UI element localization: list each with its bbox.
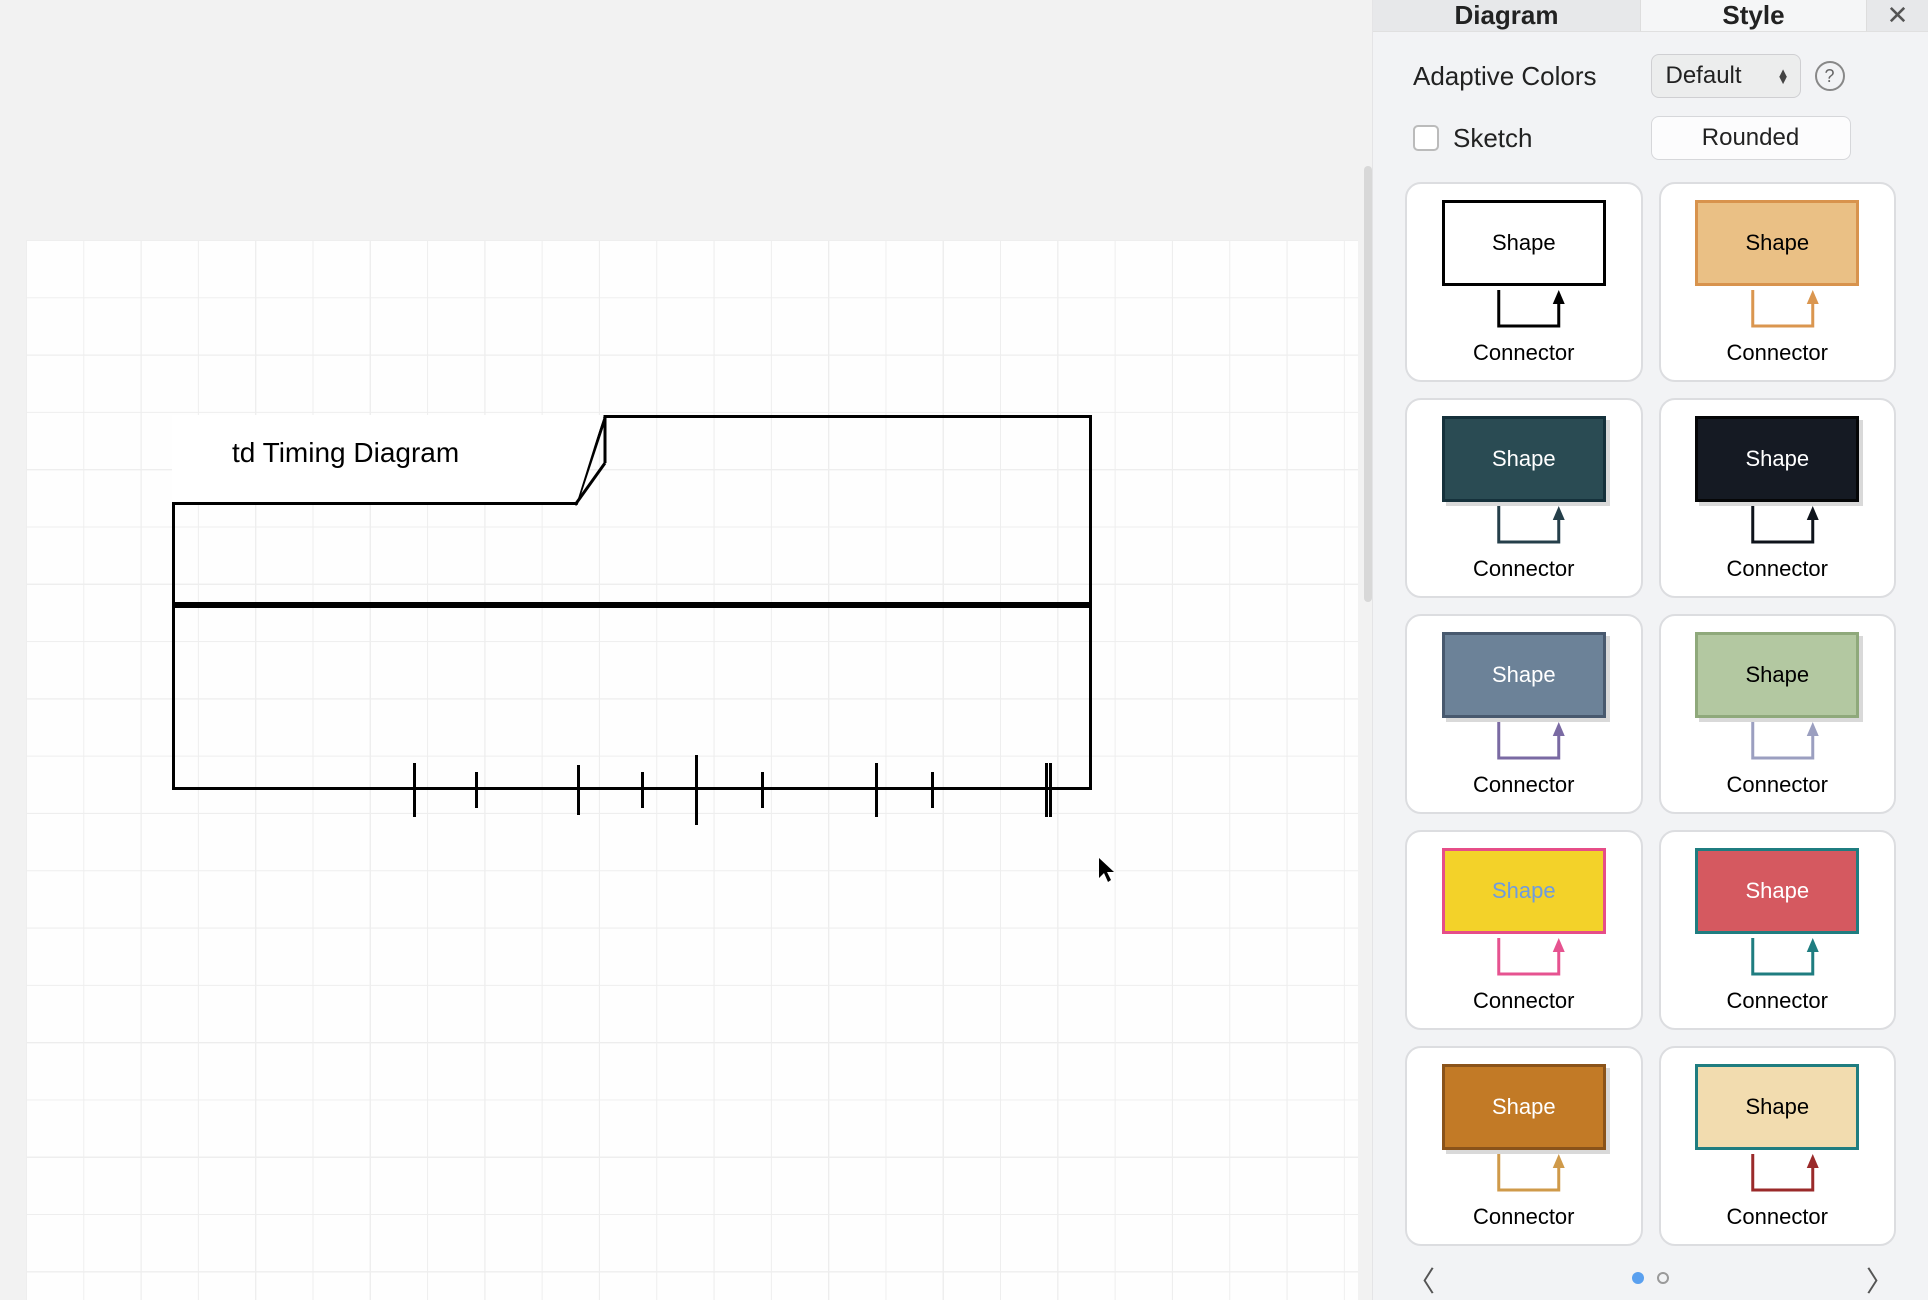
adaptive-colors-label: Adaptive Colors [1413,61,1651,92]
pager-dot-1[interactable] [1632,1272,1644,1284]
tick [577,765,580,815]
frame-midline [175,602,1089,608]
pager-dot-2[interactable] [1657,1272,1669,1284]
sketch-label: Sketch [1453,123,1533,154]
style-preset-4[interactable]: Shape Connector [1659,398,1897,598]
preset-connector [1661,718,1895,772]
frame-title-diagonal [576,415,606,505]
style-preset-2[interactable]: Shape Connector [1659,182,1897,382]
preset-connector [1407,502,1641,556]
timing-diagram-frame[interactable]: td Timing Diagram [172,415,1092,790]
tick [931,772,934,808]
pager-next-button[interactable]: 〉 [1866,1260,1894,1300]
tab-style[interactable]: Style [1641,0,1866,32]
frame-title-tab: td Timing Diagram [172,415,576,505]
tick [875,763,878,817]
canvas-pane[interactable]: td Timing Diagram [0,0,1372,1300]
preset-connector [1661,934,1895,988]
rounded-button[interactable]: Rounded [1651,116,1851,160]
canvas-scrollbar[interactable] [1364,166,1372,602]
close-panel-button[interactable]: ✕ [1866,0,1928,32]
tick [1045,763,1048,817]
style-presets-grid: Shape Connector Shape Connector Shape Connect… [1373,170,1928,1246]
pager-prev-button[interactable]: 〈 [1407,1260,1435,1300]
sketch-checkbox[interactable] [1413,125,1439,151]
preset-shape: Shape [1695,1064,1859,1150]
preset-connector-label: Connector [1473,556,1575,582]
style-preset-5[interactable]: Shape Connector [1405,614,1643,814]
preset-connector-label: Connector [1726,340,1828,366]
preset-connector [1661,286,1895,340]
preset-shape: Shape [1442,848,1606,934]
tick [641,772,644,808]
preset-connector [1407,1150,1641,1204]
pager-dots [1628,1271,1672,1289]
tab-diagram[interactable]: Diagram [1373,0,1641,32]
help-icon[interactable]: ? [1815,61,1845,91]
style-preset-10[interactable]: Shape Connector [1659,1046,1897,1246]
close-icon: ✕ [1887,0,1909,31]
style-panel: Diagram Style ✕ Adaptive Colors Default … [1372,0,1928,1300]
preset-connector-label: Connector [1726,772,1828,798]
preset-connector-label: Connector [1726,988,1828,1014]
preset-connector [1661,1150,1895,1204]
style-preset-1[interactable]: Shape Connector [1405,182,1643,382]
tick [761,772,764,808]
preset-connector [1661,502,1895,556]
style-preset-3[interactable]: Shape Connector [1405,398,1643,598]
tick [1049,763,1052,817]
preset-connector-label: Connector [1473,340,1575,366]
preset-connector [1407,718,1641,772]
frame-title: td Timing Diagram [232,437,459,469]
preset-connector-label: Connector [1473,772,1575,798]
select-chevrons-icon: ▲▼ [1777,69,1790,83]
preset-shape: Shape [1695,632,1859,718]
preset-shape: Shape [1442,416,1606,502]
preset-shape: Shape [1442,200,1606,286]
tick [413,763,416,817]
tick [695,755,698,825]
preset-shape: Shape [1695,848,1859,934]
preset-connector-label: Connector [1726,556,1828,582]
preset-connector-label: Connector [1726,1204,1828,1230]
adaptive-colors-value: Default [1666,62,1742,90]
style-preset-8[interactable]: Shape Connector [1659,830,1897,1030]
preset-connector [1407,934,1641,988]
preset-connector-label: Connector [1473,1204,1575,1230]
preset-shape: Shape [1695,416,1859,502]
tick [475,772,478,808]
preset-shape: Shape [1442,1064,1606,1150]
style-preset-9[interactable]: Shape Connector [1405,1046,1643,1246]
preset-shape: Shape [1695,200,1859,286]
adaptive-colors-select[interactable]: Default ▲▼ [1651,54,1801,98]
preset-connector-label: Connector [1473,988,1575,1014]
preset-shape: Shape [1442,632,1606,718]
style-preset-6[interactable]: Shape Connector [1659,614,1897,814]
style-preset-7[interactable]: Shape Connector [1405,830,1643,1030]
preset-connector [1407,286,1641,340]
